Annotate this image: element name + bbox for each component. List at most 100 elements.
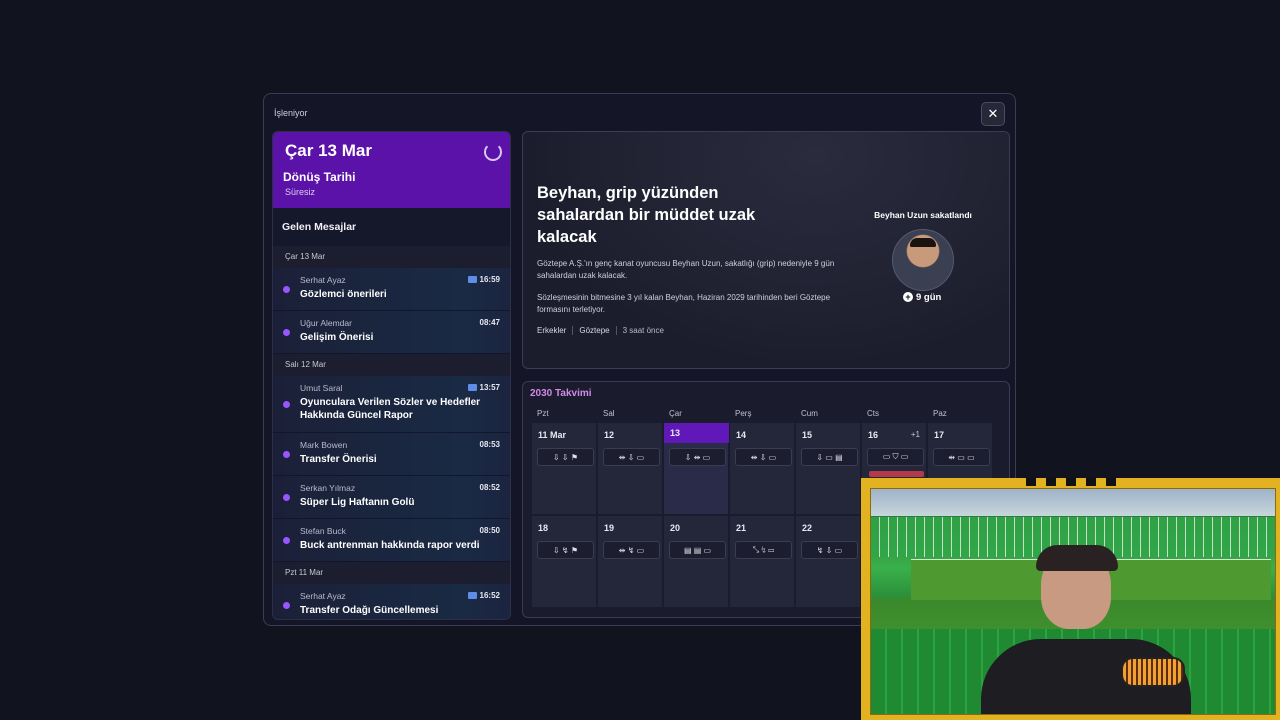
tag[interactable]: Erkekler — [537, 326, 574, 335]
message-subject: Buck antrenman hakkında rapor verdi — [300, 540, 480, 551]
close-button[interactable]: ✕ — [981, 102, 1005, 126]
processing-modal: İşleniyor ✕ Çar 13 Mar Dönüş Tarihi Süre… — [263, 93, 1016, 626]
day-number: 17 — [934, 430, 945, 440]
message-sender: Umut Saral — [300, 383, 343, 393]
message-subject: Transfer Odağı Güncellemesi — [300, 605, 439, 616]
message-time-wrap: 16:59 — [467, 275, 500, 284]
day-activities: ⇹ ↯ ▭ — [603, 541, 660, 559]
calendar-day[interactable]: 22 ↯ ⇩ ▭ — [795, 515, 861, 608]
day-activities: ↯ ⇩ ▭ — [801, 541, 858, 559]
calendar-day-today[interactable]: 13 ⇩ ⇹ ▭ — [663, 422, 730, 515]
calendar-day[interactable]: 15 ⇩ ▭ ▤ — [795, 422, 861, 515]
weekday-label: Pzt — [537, 409, 549, 418]
tag[interactable]: Göztepe — [573, 326, 617, 335]
weekday-label: Çar — [669, 409, 682, 418]
calendar-day[interactable]: 18 ⇩ ↯ ⚑ — [531, 515, 597, 608]
message-time: 08:50 — [479, 526, 500, 535]
list-item[interactable]: Uğur Alemdar Gelişim Önerisi 08:47 — [273, 311, 510, 354]
unread-dot-icon — [283, 494, 290, 501]
message-subject: Transfer Önerisi — [300, 454, 377, 465]
weekday-label: Perş — [735, 409, 752, 418]
day-number: 15 — [802, 430, 813, 440]
injury-duration: +9 gün — [903, 292, 941, 303]
day-activities: ⇩ ⇩ ⚑ — [537, 448, 594, 466]
message-sender: Stefan Buck — [300, 526, 346, 536]
day-activities: ⇩ ↯ ⚑ — [537, 541, 594, 559]
message-time: 13:57 — [479, 383, 500, 392]
day-activities: ⇩ ⇹ ▭ — [669, 448, 726, 466]
list-item[interactable]: Mark Bowen Transfer Önerisi 08:53 — [273, 433, 510, 476]
unread-dot-icon — [283, 537, 290, 544]
modal-title: İşleniyor — [274, 108, 308, 118]
day-number: 19 — [604, 523, 615, 533]
day-number: 13 — [664, 423, 730, 443]
day-number: 20 — [670, 523, 681, 533]
unread-dot-icon — [283, 286, 290, 293]
loading-spinner-icon — [484, 143, 502, 161]
match-marker[interactable] — [869, 471, 924, 477]
news-paragraph: Göztepe A.Ş.'ın genç kanat oyuncusu Beyh… — [537, 259, 835, 280]
day-number: 21 — [736, 523, 747, 533]
message-sender: Serkan Yılmaz — [300, 483, 356, 493]
day-number: 12 — [604, 430, 615, 440]
message-sender: Serhat Ayaz — [300, 275, 346, 285]
hazard-stripe — [1026, 478, 1126, 486]
message-subject: Oyunculara Verilen Sözler ve Hedefler Ha… — [300, 397, 481, 421]
inbox-title: Gelen Mesajlar — [273, 208, 510, 246]
calendar-day[interactable]: 11 Mar ⇩ ⇩ ⚑ — [531, 422, 597, 515]
injury-days: 9 gün — [916, 292, 942, 303]
chat-icon — [467, 384, 477, 392]
streamer — [981, 545, 1191, 714]
calendar-day[interactable]: 20 ▤ ▤ ▭ — [663, 515, 729, 608]
unread-dot-icon — [283, 451, 290, 458]
header-title: Dönüş Tarihi — [283, 170, 356, 184]
weekday-label: Cum — [801, 409, 818, 418]
news-article: Beyhan, grip yüzünden sahalardan bir müd… — [522, 131, 1010, 369]
timestamp: 3 saat önce — [622, 326, 664, 335]
calendar-day[interactable]: 19 ⇹ ↯ ▭ — [597, 515, 663, 608]
microphone-icon — [1121, 657, 1185, 687]
weekday-label: Cts — [867, 409, 879, 418]
group-label: Çar 13 Mar — [273, 246, 510, 268]
list-item[interactable]: Serhat Ayaz Gözlemci önerileri 16:59 — [273, 268, 510, 311]
medical-plus-icon: + — [903, 292, 913, 302]
group-label: Pzt 11 Mar — [273, 562, 510, 584]
current-date: Çar 13 Mar — [285, 141, 372, 160]
inbox-panel: Çar 13 Mar Dönüş Tarihi Süresiz Gelen Me… — [272, 131, 511, 620]
message-sender: Mark Bowen — [300, 440, 348, 450]
day-number: 16 — [868, 430, 879, 440]
list-item[interactable]: Stefan Buck Buck antrenman hakkında rapo… — [273, 519, 510, 562]
player-avatar[interactable] — [892, 229, 954, 291]
list-item[interactable]: Umut Saral Oyunculara Verilen Sözler ve … — [273, 376, 510, 433]
message-sender: Uğur Alemdar — [300, 318, 352, 328]
list-item[interactable]: Serkan Yılmaz Süper Lig Haftanın Golü 08… — [273, 476, 510, 519]
chat-icon — [467, 276, 477, 284]
message-time: 08:53 — [479, 440, 500, 449]
webcam-overlay — [861, 478, 1280, 720]
calendar-day[interactable]: 14 ⇹ ⇩ ▭ — [729, 422, 795, 515]
group-label: Salı 12 Mar — [273, 354, 510, 376]
weekday-label: Paz — [933, 409, 947, 418]
message-time: 16:52 — [479, 591, 500, 600]
webcam-feed — [870, 488, 1276, 715]
date-header: Çar 13 Mar Dönüş Tarihi Süresiz — [273, 132, 510, 208]
list-item[interactable]: Serhat Ayaz Transfer Odağı Güncellemesi … — [273, 584, 510, 619]
news-paragraph: Sözleşmesinin bitmesine 3 yıl kalan Beyh… — [537, 293, 831, 314]
message-time: 08:47 — [479, 318, 500, 327]
day-number: 11 Mar — [538, 430, 567, 440]
day-activities: ⇩ ▭ ▤ — [801, 448, 858, 466]
day-activities: ⤡ ↯ ▭ — [735, 541, 792, 559]
more-count[interactable]: +1 — [910, 430, 920, 439]
calendar-day[interactable]: 21 ⤡ ↯ ▭ — [729, 515, 795, 608]
weekday-label: Sal — [603, 409, 615, 418]
day-activities: ⇹ ⇩ ▭ — [735, 448, 792, 466]
news-headline: Beyhan, grip yüzünden sahalardan bir müd… — [537, 184, 756, 246]
injury-label: Beyhan Uzun sakatlandı — [874, 210, 972, 220]
day-activities: ▭ ⛉ ▭ — [867, 448, 924, 466]
day-activities: ▤ ▤ ▭ — [669, 541, 726, 559]
news-tags: Erkekler Göztepe 3 saat önce — [537, 326, 670, 335]
calendar-day[interactable]: 12 ⇹ ⇩ ▭ — [597, 422, 663, 515]
calendar-title: 2030 Takvimi — [530, 388, 592, 399]
day-number: 14 — [736, 430, 747, 440]
message-time: 16:59 — [479, 275, 500, 284]
